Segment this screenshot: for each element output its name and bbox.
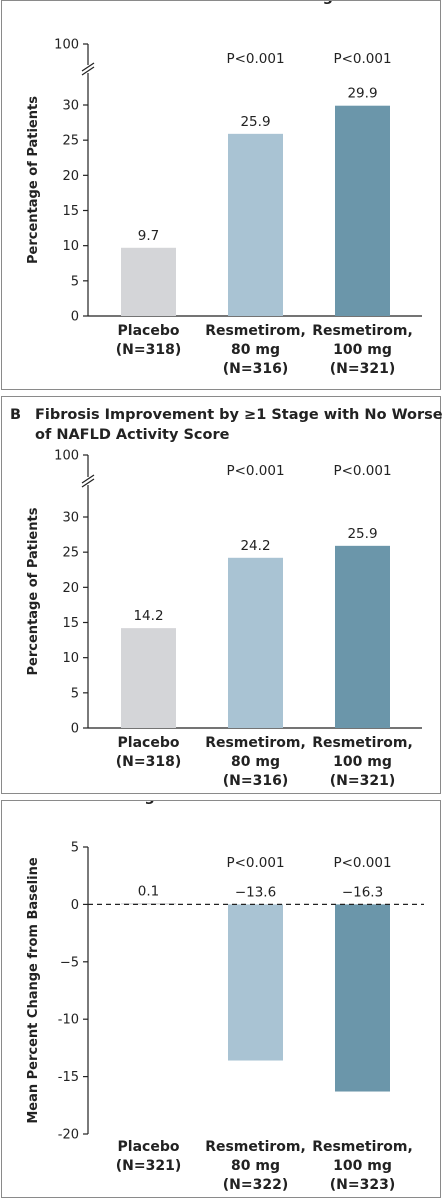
x-tick-label: (N=321) — [116, 1158, 181, 1174]
panel-a: A NASH Resolution with No Worsening of Fi… — [1, 0, 441, 390]
bar — [335, 105, 390, 316]
x-tick-label: 80 mg — [231, 754, 280, 770]
panel-letter: A — [10, 1, 22, 5]
y-tick-label: 5 — [71, 841, 79, 856]
y-tick-label: 25 — [62, 546, 79, 561]
x-tick-label: Placebo — [118, 323, 180, 339]
panel-c: C Percent Change in LDL Cholesterol Level… — [1, 800, 442, 1198]
x-tick-label: 100 mg — [333, 1158, 392, 1174]
data-label: 25.9 — [240, 114, 270, 130]
y-axis-label: Percentage of Patients — [26, 507, 41, 675]
chart-title: of NAFLD Activity Score — [35, 427, 230, 443]
x-tick-label: (N=323) — [330, 1177, 395, 1193]
y-tick-label: 30 — [62, 99, 79, 114]
y-tick-label: 15 — [62, 616, 79, 631]
x-tick-label: 80 mg — [231, 342, 280, 358]
y-tick-label: 100 — [54, 449, 79, 464]
data-label: 14.2 — [133, 608, 163, 624]
x-tick-label: (N=321) — [330, 361, 395, 377]
x-tick-label: (N=318) — [116, 342, 181, 358]
p-value-label: P<0.001 — [226, 855, 284, 871]
x-tick-label: 100 mg — [333, 754, 392, 770]
chart-c: C Percent Change in LDL Cholesterol Level… — [10, 801, 442, 1193]
y-tick-label: -15 — [58, 1070, 79, 1085]
y-tick-label: -20 — [58, 1128, 79, 1143]
x-tick-label: Resmetirom, — [312, 323, 413, 339]
x-tick-label: 100 mg — [333, 342, 392, 358]
data-label: 9.7 — [138, 228, 159, 244]
bar — [335, 904, 390, 1092]
p-value-label: P<0.001 — [333, 855, 391, 871]
bar — [228, 133, 283, 316]
data-label: −13.6 — [235, 884, 276, 900]
bar — [228, 557, 283, 728]
bar — [121, 903, 176, 905]
x-tick-label: (N=316) — [223, 361, 288, 377]
x-tick-label: Placebo — [118, 1139, 180, 1155]
chart-b: B Fibrosis Improvement by ≥1 Stage with N… — [10, 407, 442, 789]
chart-title: Percent Change in LDL Cholesterol Level … — [35, 801, 442, 805]
bar — [335, 545, 390, 728]
y-axis-label: Mean Percent Change from Baseline — [26, 857, 41, 1124]
x-tick-label: Resmetirom, — [205, 735, 306, 751]
y-tick-label: -10 — [58, 1013, 79, 1028]
y-tick-label: 20 — [62, 169, 79, 184]
panel-letter: B — [10, 407, 21, 423]
y-tick-label: 20 — [62, 581, 79, 596]
x-tick-label: (N=322) — [223, 1177, 288, 1193]
x-tick-label: Resmetirom, — [312, 1139, 413, 1155]
y-tick-label: 100 — [54, 38, 79, 53]
y-tick-label: 0 — [71, 722, 79, 737]
y-tick-label: 30 — [62, 511, 79, 526]
axis-break-mark — [81, 66, 95, 76]
x-tick-label: (N=318) — [116, 754, 181, 770]
x-tick-label: 80 mg — [231, 1158, 280, 1174]
axis-break-mark — [81, 478, 95, 488]
x-tick-label: Placebo — [118, 735, 180, 751]
y-tick-label: 5 — [71, 686, 79, 701]
y-axis-label: Percentage of Patients — [26, 96, 41, 264]
y-tick-label: 5 — [71, 274, 79, 289]
bar — [121, 247, 176, 316]
y-tick-label: −5 — [60, 955, 79, 970]
p-value-label: P<0.001 — [226, 463, 284, 479]
data-label: 0.1 — [138, 883, 159, 899]
y-tick-label: 10 — [62, 239, 79, 254]
axis-break-mark — [81, 474, 95, 484]
data-label: 29.9 — [347, 86, 377, 102]
x-tick-label: (N=321) — [330, 773, 395, 789]
x-tick-label: Resmetirom, — [205, 323, 306, 339]
p-value-label: P<0.001 — [333, 463, 391, 479]
y-tick-label: 0 — [71, 310, 79, 325]
data-label: 25.9 — [347, 526, 377, 542]
y-tick-label: 10 — [62, 651, 79, 666]
chart-title: NASH Resolution with No Worsening of Fib… — [35, 1, 424, 5]
p-value-label: P<0.001 — [333, 51, 391, 67]
p-value-label: P<0.001 — [226, 51, 284, 67]
axis-break-mark — [81, 62, 95, 72]
y-tick-label: 25 — [62, 134, 79, 149]
panel-letter: C — [10, 801, 21, 805]
panel-b: B Fibrosis Improvement by ≥1 Stage with N… — [1, 396, 442, 794]
bar — [228, 904, 283, 1061]
y-tick-label: 0 — [71, 898, 79, 913]
x-tick-label: Resmetirom, — [312, 735, 413, 751]
chart-a: A NASH Resolution with No Worsening of Fi… — [10, 1, 424, 377]
data-label: −16.3 — [342, 884, 383, 900]
x-tick-label: (N=316) — [223, 773, 288, 789]
y-tick-label: 15 — [62, 204, 79, 219]
x-tick-label: Resmetirom, — [205, 1139, 306, 1155]
bar — [121, 628, 176, 728]
data-label: 24.2 — [240, 538, 270, 554]
chart-title: Fibrosis Improvement by ≥1 Stage with No… — [35, 407, 442, 423]
